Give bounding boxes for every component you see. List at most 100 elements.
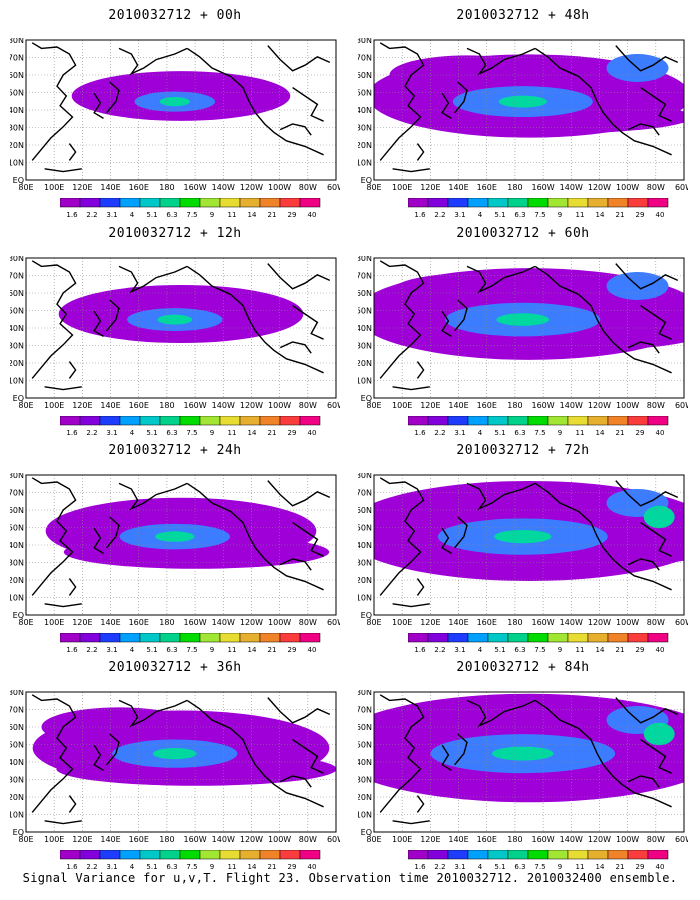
colorbar-swatch xyxy=(607,849,629,860)
coastline xyxy=(466,482,536,511)
colorbar-swatch xyxy=(79,632,101,643)
colorbar-label: 11 xyxy=(576,646,585,654)
coastline xyxy=(379,42,425,161)
coastline xyxy=(186,699,324,808)
lat-label: 60N xyxy=(10,506,24,515)
map-plot: 80N 70N 60N 50N 40N 30N 20N 10N EQ 80E 100E 120E 140… xyxy=(10,38,340,198)
colorbar-swatch xyxy=(239,415,261,426)
lon-label: 120E xyxy=(420,618,440,627)
coastline xyxy=(392,386,430,391)
coastline xyxy=(106,733,120,766)
coastline xyxy=(534,482,672,591)
colorbar-label: 21 xyxy=(616,863,625,871)
colorbar-label: 1.6 xyxy=(414,429,426,437)
colorbar-label: 11 xyxy=(228,863,237,871)
lon-label: 100W xyxy=(268,618,291,627)
colorbar-label: 40 xyxy=(308,863,317,871)
coastline xyxy=(267,697,331,724)
colorbar-swatch xyxy=(199,632,221,643)
lon-label: 100E xyxy=(392,401,412,410)
colorbar-label: 21 xyxy=(268,646,277,654)
lat-label: 30N xyxy=(10,124,24,133)
colorbar-label: 2.2 xyxy=(86,863,97,871)
colorbar: 1.6 2.2 3.1 4 5.1 6.3 7.5 9 11 14 21 29 40 xyxy=(59,632,330,659)
lat-label: 50N xyxy=(10,307,24,316)
colorbar-label: 14 xyxy=(596,646,605,654)
colorbar-swatch xyxy=(527,415,549,426)
lon-label: 140W xyxy=(560,183,583,192)
colorbar-swatch xyxy=(487,632,509,643)
lat-label: 40N xyxy=(10,541,24,550)
colorbar-label: 29 xyxy=(288,646,297,654)
variance-contour xyxy=(494,529,552,544)
panel-title: 2010032712 + 12h xyxy=(108,226,242,241)
lon-label: 180 xyxy=(159,618,174,627)
lat-label: 40N xyxy=(358,106,372,115)
lon-label: 140W xyxy=(560,401,583,410)
lat-label: 70N xyxy=(10,54,24,63)
colorbar-label: 9 xyxy=(558,429,562,437)
figure-caption: Signal Variance for u,v,T. Flight 23. Ob… xyxy=(22,871,678,885)
lon-label: 80W xyxy=(299,835,317,844)
colorbar-swatch xyxy=(79,849,101,860)
lat-label: EQ xyxy=(361,176,372,185)
lon-label: 120E xyxy=(420,401,440,410)
lon-label: 120W xyxy=(588,618,611,627)
coastline xyxy=(466,265,536,294)
colorbar-swatch xyxy=(507,849,529,860)
lat-label: 40N xyxy=(358,541,372,550)
lon-label: 160W xyxy=(531,618,554,627)
colorbar-label: 6.3 xyxy=(514,646,525,654)
panel-title: 2010032712 + 60h xyxy=(456,226,590,241)
colorbar-label: 3.1 xyxy=(106,429,117,437)
colorbar-label: 7.5 xyxy=(534,211,545,219)
lat-label: EQ xyxy=(13,394,24,403)
colorbar: 1.6 2.2 3.1 4 5.1 6.3 7.5 9 11 14 21 29 40 xyxy=(407,415,678,442)
lon-label: 100W xyxy=(616,401,639,410)
variance-contour xyxy=(152,747,197,760)
lon-label: 120W xyxy=(588,401,611,410)
colorbar-swatch xyxy=(647,197,669,208)
colorbar-swatch xyxy=(239,632,261,643)
lon-label: 160W xyxy=(183,183,206,192)
colorbar-swatch xyxy=(159,849,181,860)
colorbar-swatch xyxy=(547,849,569,860)
coastline xyxy=(627,558,660,571)
lat-label: 30N xyxy=(10,342,24,351)
coastline xyxy=(615,697,679,724)
colorbar-swatch xyxy=(627,197,649,208)
lon-label: 120E xyxy=(420,183,440,192)
colorbar: 1.6 2.2 3.1 4 5.1 6.3 7.5 9 11 14 21 29 40 xyxy=(407,849,678,876)
lat-label: 80N xyxy=(358,256,372,263)
lon-label: 160E xyxy=(129,618,149,627)
lon-label: 180 xyxy=(507,401,522,410)
colorbar-swatch xyxy=(447,415,469,426)
coastline xyxy=(44,820,82,825)
coastline xyxy=(186,265,324,374)
colorbar-label: 29 xyxy=(636,646,645,654)
coastline xyxy=(441,92,452,119)
colorbar-swatch xyxy=(467,197,489,208)
colorbar-svg: 1.6 2.2 3.1 4 5.1 6.3 7.5 9 11 14 21 29 40 xyxy=(407,632,669,654)
lon-label: 160E xyxy=(129,835,149,844)
colorbar-label: 40 xyxy=(308,429,317,437)
colorbar-label: 9 xyxy=(210,863,214,871)
colorbar-swatch xyxy=(647,632,669,643)
map-panel-24h: 2010032712 + 24h 80N 70N 60N 50N 40N 30N 20N 10… xyxy=(10,443,340,654)
colorbar-label: 1.6 xyxy=(414,863,426,871)
coastline xyxy=(279,341,312,354)
coastline xyxy=(279,123,312,136)
colorbar-swatch xyxy=(507,415,529,426)
lon-label: 80E xyxy=(366,835,381,844)
colorbar-label: 21 xyxy=(616,646,625,654)
lon-label: 180 xyxy=(507,618,522,627)
lon-label: 160W xyxy=(183,401,206,410)
coastline xyxy=(392,168,430,173)
colorbar-swatch xyxy=(567,415,589,426)
colorbar-label: 2.2 xyxy=(434,429,445,437)
colorbar-label: 11 xyxy=(576,211,585,219)
colorbar-label: 3.1 xyxy=(106,863,117,871)
lon-label: 180 xyxy=(159,401,174,410)
colorbar-swatch xyxy=(59,632,81,643)
